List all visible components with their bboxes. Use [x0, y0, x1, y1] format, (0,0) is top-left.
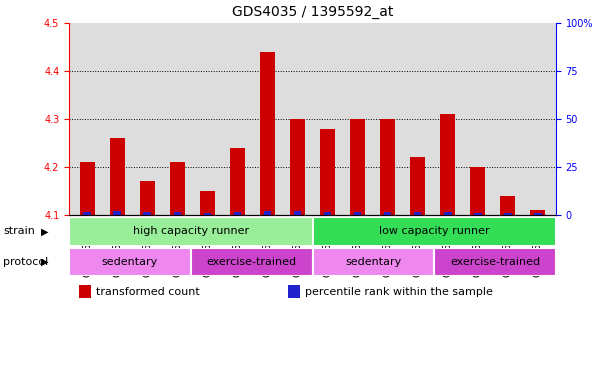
- Bar: [79, 285, 91, 298]
- Bar: [260, 52, 275, 215]
- Bar: [204, 213, 211, 215]
- Bar: [144, 212, 151, 215]
- Bar: [230, 148, 245, 215]
- Text: strain: strain: [3, 226, 35, 237]
- Bar: [324, 212, 331, 215]
- Text: transformed count: transformed count: [96, 287, 200, 297]
- Text: high capacity runner: high capacity runner: [133, 226, 249, 237]
- Bar: [414, 212, 421, 215]
- Bar: [264, 211, 271, 215]
- Bar: [294, 211, 301, 215]
- Text: ▶: ▶: [41, 257, 48, 267]
- Text: exercise-trained: exercise-trained: [207, 257, 297, 267]
- Bar: [290, 119, 305, 215]
- Bar: [234, 212, 241, 215]
- Text: sedentary: sedentary: [345, 257, 401, 267]
- Bar: [350, 119, 365, 215]
- Bar: [501, 196, 516, 215]
- Bar: [410, 157, 426, 215]
- Bar: [320, 129, 335, 215]
- Bar: [84, 212, 91, 215]
- Bar: [313, 248, 435, 276]
- Bar: [200, 191, 215, 215]
- Bar: [380, 119, 395, 215]
- Bar: [69, 248, 191, 276]
- Bar: [384, 212, 391, 215]
- Bar: [471, 167, 486, 215]
- Bar: [110, 138, 125, 215]
- Bar: [435, 248, 556, 276]
- Bar: [140, 181, 155, 215]
- Text: sedentary: sedentary: [102, 257, 158, 267]
- Bar: [354, 212, 361, 215]
- Bar: [313, 217, 556, 246]
- Bar: [288, 285, 300, 298]
- Bar: [191, 248, 313, 276]
- Title: GDS4035 / 1395592_at: GDS4035 / 1395592_at: [232, 5, 393, 19]
- Bar: [531, 210, 546, 215]
- Bar: [534, 213, 542, 215]
- Bar: [170, 162, 185, 215]
- Text: exercise-trained: exercise-trained: [450, 257, 540, 267]
- Bar: [79, 162, 95, 215]
- Bar: [174, 212, 181, 215]
- Text: percentile rank within the sample: percentile rank within the sample: [305, 287, 493, 297]
- Bar: [504, 213, 511, 215]
- Text: ▶: ▶: [41, 226, 48, 237]
- Bar: [69, 217, 313, 246]
- Bar: [444, 212, 451, 215]
- Text: protocol: protocol: [3, 257, 48, 267]
- Text: low capacity runner: low capacity runner: [379, 226, 490, 237]
- Bar: [114, 211, 121, 215]
- Bar: [441, 114, 456, 215]
- Bar: [474, 213, 481, 215]
